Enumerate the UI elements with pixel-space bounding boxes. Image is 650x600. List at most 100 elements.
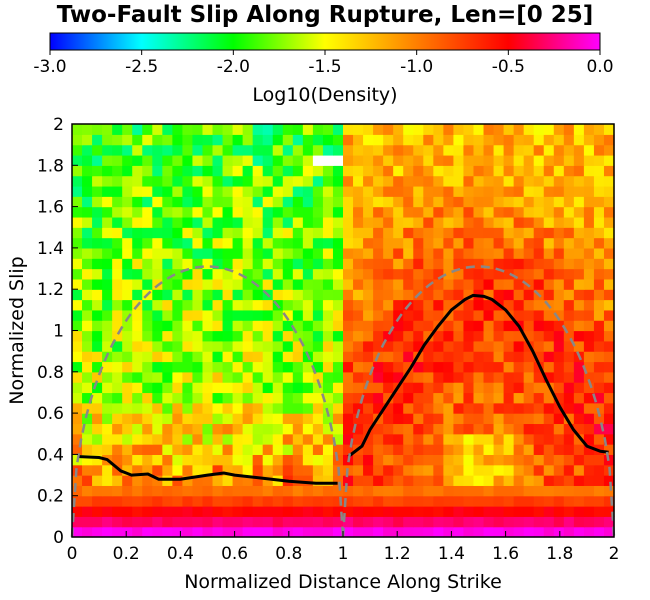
heatmap-cell — [573, 299, 585, 311]
heatmap-cell — [272, 309, 284, 321]
heatmap-cell — [142, 299, 153, 311]
heatmap-cell — [453, 185, 465, 197]
heatmap-cell — [443, 444, 455, 455]
heatmap-cell — [503, 247, 515, 259]
heatmap-cell — [202, 351, 214, 363]
heatmap-cell — [463, 185, 475, 197]
heatmap-cell — [182, 444, 194, 455]
heatmap-cell — [473, 247, 485, 259]
heatmap-cell — [162, 206, 173, 218]
heatmap-cell — [212, 247, 224, 259]
heatmap-cell — [593, 371, 605, 383]
heatmap-cell — [222, 340, 234, 352]
heatmap-cell — [192, 154, 204, 166]
heatmap-cell — [463, 495, 475, 507]
heatmap-cell — [102, 196, 113, 208]
heatmap-cell — [262, 475, 274, 486]
heatmap-cell — [343, 516, 354, 528]
heatmap-cell — [262, 206, 274, 218]
heatmap-cell — [393, 227, 404, 239]
y-tick-label: 1.8 — [37, 156, 64, 176]
heatmap-cell — [433, 258, 444, 270]
colorbar-bar — [49, 32, 601, 51]
heatmap-cell — [363, 402, 374, 414]
heatmap-cell — [132, 526, 143, 538]
heatmap-cell — [162, 165, 173, 177]
heatmap-cell — [282, 382, 294, 394]
heatmap-cell — [142, 475, 153, 486]
heatmap-cell — [82, 485, 93, 497]
heatmap-cell — [433, 402, 444, 414]
heatmap-cell — [222, 299, 234, 311]
heatmap-cell — [112, 185, 123, 197]
heatmap-cell — [403, 485, 414, 497]
heatmap-cell — [583, 464, 595, 476]
heatmap-cell — [182, 423, 194, 435]
heatmap-cell — [272, 413, 284, 425]
heatmap-cell — [443, 206, 455, 218]
heatmap-cell — [393, 444, 404, 455]
heatmap-cell — [192, 475, 204, 486]
heatmap-cell — [493, 196, 505, 208]
heatmap-cell — [603, 361, 615, 373]
heatmap-cell — [403, 134, 414, 146]
heatmap-cell — [583, 247, 595, 259]
heatmap-cell — [473, 464, 485, 476]
heatmap-cell — [152, 144, 163, 156]
heatmap-cell — [212, 309, 224, 321]
heatmap-cell — [332, 289, 344, 301]
heatmap-cell — [112, 237, 123, 249]
heatmap-cell — [393, 258, 404, 270]
heatmap-cell — [122, 340, 133, 352]
heatmap-cell — [122, 423, 133, 435]
heatmap-cell — [142, 268, 153, 280]
heatmap-cell — [212, 454, 224, 466]
heatmap-cell — [533, 413, 545, 425]
heatmap-cell — [503, 258, 515, 270]
heatmap-cell — [363, 320, 374, 332]
heatmap-cell — [92, 392, 103, 404]
heatmap-cell — [102, 289, 113, 301]
heatmap-cell — [132, 144, 143, 156]
heatmap-cell — [332, 175, 344, 187]
heatmap-cell — [533, 268, 545, 280]
heatmap-cell — [583, 268, 595, 280]
heatmap-cell — [92, 371, 103, 383]
heatmap-cell — [563, 495, 575, 507]
heatmap-cell — [343, 247, 354, 259]
heatmap-cell — [473, 216, 485, 228]
heatmap-cell — [72, 340, 83, 352]
heatmap-cell — [162, 227, 173, 239]
heatmap-cell — [343, 268, 354, 280]
heatmap-cell — [302, 485, 314, 497]
heatmap-cell — [112, 247, 123, 259]
heatmap-cell — [513, 268, 525, 280]
heatmap-cell — [603, 413, 615, 425]
heatmap-cell — [202, 299, 214, 311]
heatmap-cell — [322, 124, 334, 135]
heatmap-cell — [593, 454, 605, 466]
heatmap-cell — [322, 165, 334, 177]
heatmap-cell — [543, 237, 555, 249]
heatmap-cell — [383, 475, 394, 486]
heatmap-cell — [603, 144, 615, 156]
heatmap-cell — [423, 216, 434, 228]
heatmap-cell — [503, 475, 515, 486]
heatmap-cell — [142, 185, 153, 197]
heatmap-cell — [543, 175, 555, 187]
heatmap-cell — [383, 144, 394, 156]
heatmap-cell — [603, 516, 615, 528]
heatmap-cell — [343, 124, 354, 135]
heatmap-cell — [102, 299, 113, 311]
heatmap-cell — [172, 175, 184, 187]
heatmap-cell — [543, 154, 555, 166]
heatmap-cell — [373, 454, 384, 466]
heatmap-cell — [433, 444, 444, 455]
heatmap-cell — [242, 258, 254, 270]
heatmap-cell — [493, 382, 505, 394]
heatmap-cell — [533, 464, 545, 476]
heatmap-cell — [543, 216, 555, 228]
heatmap-cell — [353, 289, 364, 301]
heatmap-cell — [122, 330, 133, 342]
heatmap-cell — [132, 475, 143, 486]
